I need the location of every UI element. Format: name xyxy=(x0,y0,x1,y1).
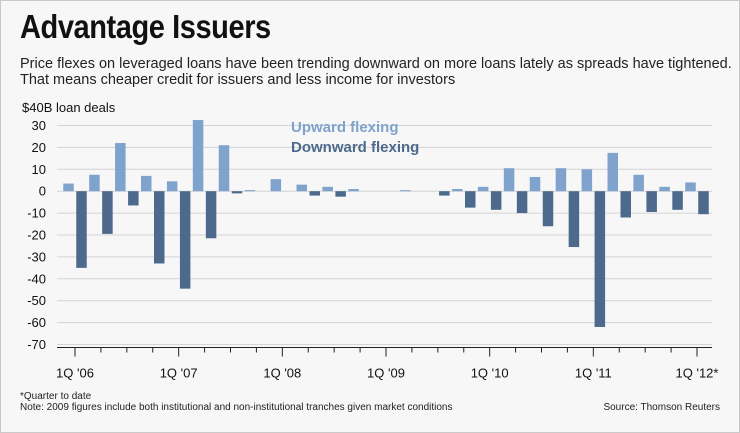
bar-downward xyxy=(205,191,217,239)
bar-downward xyxy=(128,191,139,206)
y-tick-label: -20 xyxy=(27,228,46,243)
y-tick-label: -40 xyxy=(27,271,46,286)
y-tick-label: -60 xyxy=(27,315,46,330)
bar-downward xyxy=(154,191,165,264)
y-tick-label: 10 xyxy=(32,162,46,177)
chart-title: Advantage Issuers xyxy=(20,8,271,45)
x-tick-label: 1Q '09 xyxy=(367,366,405,381)
bar-downward xyxy=(542,191,554,227)
bar-upward xyxy=(270,179,282,192)
bar-upward xyxy=(400,190,411,192)
bar-upward xyxy=(218,145,230,192)
x-tick-label: 1Q '10 xyxy=(471,366,509,381)
bars xyxy=(63,120,709,327)
y-tick-label: -50 xyxy=(27,293,46,308)
bar-downward xyxy=(698,191,709,215)
bar-upward xyxy=(322,186,333,192)
x-axis: 1Q '06 1Q '07 1Q '08 1Q '09 1Q '10 1Q '11 1Q '… xyxy=(56,347,719,381)
y-tick-label: -10 xyxy=(27,206,46,221)
x-tick-label: 1Q '11 xyxy=(575,366,612,381)
bar-upward xyxy=(607,152,618,192)
bar-upward xyxy=(555,168,567,192)
bar-upward xyxy=(89,174,100,192)
bar-downward xyxy=(231,191,243,194)
bar-upward xyxy=(477,186,489,192)
bar-downward xyxy=(179,191,191,289)
bar-upward xyxy=(581,169,593,192)
y-tick-label: 30 xyxy=(32,118,46,133)
bar-downward xyxy=(102,191,113,234)
source-credit: Source: Thomson Reuters xyxy=(603,402,720,413)
bar-downward xyxy=(568,191,580,248)
bar-downward xyxy=(620,191,631,218)
bar-upward xyxy=(529,176,541,192)
legend-upward-flexing: Upward flexing xyxy=(291,119,399,136)
bar-upward xyxy=(63,183,74,192)
bar-downward xyxy=(594,191,606,327)
legend: Upward flexing Downward flexing xyxy=(291,119,419,156)
bar-downward xyxy=(490,191,502,210)
y-tick-label: 0 xyxy=(39,184,46,199)
x-tick-label: 1Q '08 xyxy=(263,366,301,381)
x-tick-label: 1Q '06 xyxy=(56,366,94,381)
bar-upward xyxy=(192,120,204,192)
y-tick-label: -70 xyxy=(27,337,46,352)
legend-downward-flexing: Downward flexing xyxy=(291,139,419,156)
y-axis-label: $40B loan deals xyxy=(22,100,116,115)
bar-upward xyxy=(115,143,126,192)
bar-upward xyxy=(503,168,515,192)
bar-upward xyxy=(244,190,256,192)
bar-upward xyxy=(685,182,696,192)
footnote-quarter-to-date: *Quarter to date xyxy=(20,391,92,402)
x-tick-label: 1Q '07 xyxy=(160,366,198,381)
bar-upward xyxy=(659,186,670,192)
bar-downward xyxy=(516,191,528,214)
bar-upward xyxy=(633,174,644,192)
bar-upward xyxy=(166,181,178,192)
bar-upward xyxy=(348,189,359,192)
y-tick-labels: 30 20 10 0 -10 -20 -30 -40 -50 -60 -70 xyxy=(27,118,46,352)
y-tick-label: 20 xyxy=(32,140,46,155)
y-tick-label: -30 xyxy=(27,249,46,264)
x-tick-label: 1Q '12* xyxy=(676,366,719,381)
bar-downward xyxy=(672,191,683,210)
bar-downward xyxy=(439,191,450,196)
bar-upward xyxy=(141,175,152,192)
bar-downward xyxy=(646,191,657,213)
bar-downward xyxy=(465,191,476,208)
chart-subtitle: Price flexes on leveraged loans have bee… xyxy=(20,56,732,88)
bar-upward xyxy=(296,184,307,192)
bar-downward xyxy=(309,191,320,196)
bar-downward xyxy=(335,191,346,197)
bar-upward xyxy=(452,189,463,192)
footnote-2009: Note: 2009 figures include both institut… xyxy=(20,402,453,413)
bar-downward xyxy=(76,191,87,268)
